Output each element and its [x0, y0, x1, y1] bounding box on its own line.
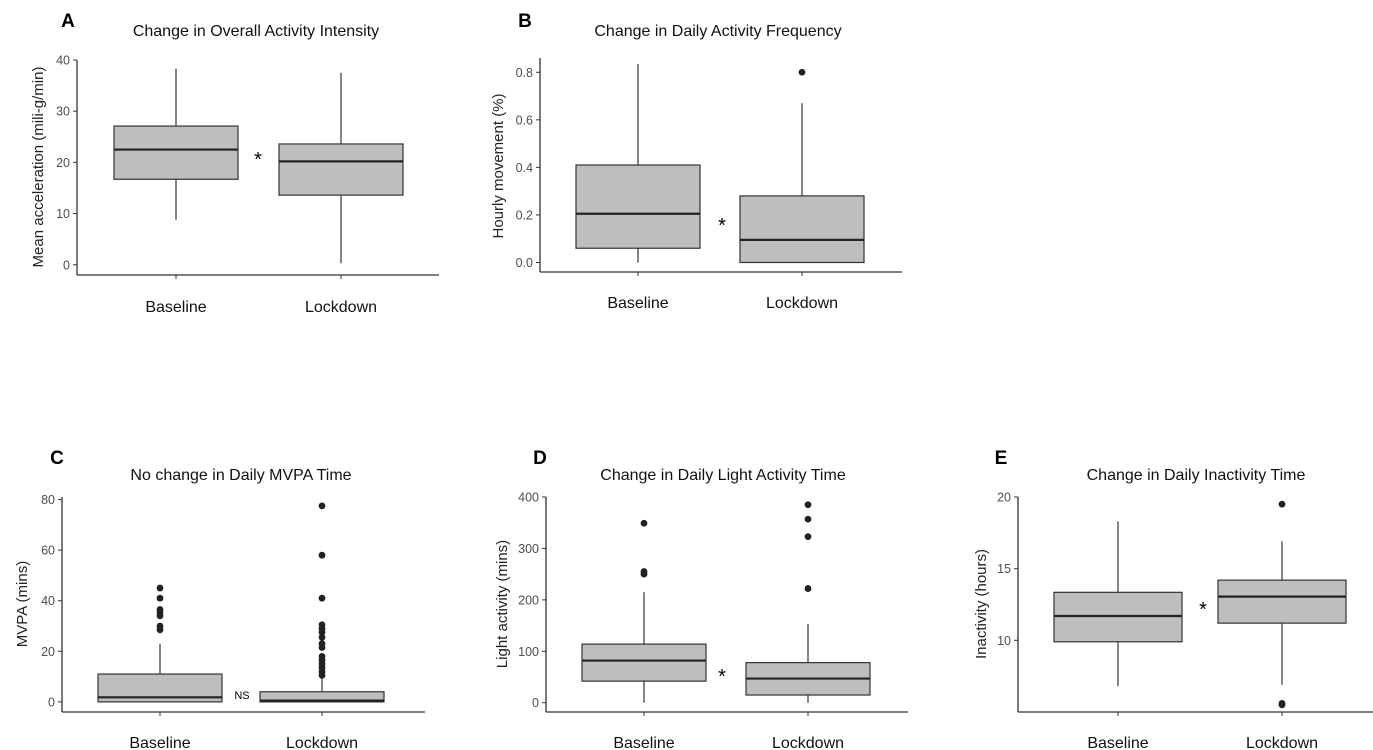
chart-title: Change in Daily Inactivity Time: [1087, 467, 1306, 484]
outlier-point: [804, 501, 812, 509]
box-baseline: [581, 643, 707, 682]
y-axis-label: Inactivity (hours): [973, 549, 990, 659]
panel-letter: C: [50, 448, 64, 469]
outlier-point: [1278, 500, 1286, 508]
outlier-point: [318, 652, 326, 660]
outlier-point: [640, 568, 648, 575]
y-tick-label: 0: [532, 696, 539, 710]
y-tick-label: 100: [518, 645, 539, 659]
y-tick-label: 0: [48, 695, 55, 709]
chart-panel-e: E Change in Daily Inactivity Time Inactivi…: [973, 448, 1373, 750]
x-tick-label: Baseline: [145, 299, 206, 316]
chart-title: Change in Overall Activity Intensity: [133, 23, 379, 40]
significance-marker: *: [254, 149, 262, 171]
y-axis-label: Hourly movement (%): [490, 93, 507, 238]
box-lockdown: [1217, 579, 1347, 624]
y-tick-label: 0.0: [516, 256, 533, 270]
outlier-point: [156, 584, 164, 592]
y-tick-label: 60: [41, 544, 55, 558]
chart-panel-b: B Change in Daily Activity Frequency Hourl…: [490, 11, 902, 312]
y-tick-label: 0: [63, 258, 70, 272]
y-tick-label: 20: [997, 491, 1011, 505]
significance-marker: *: [718, 666, 726, 688]
outlier-point: [798, 68, 806, 76]
outlier-point: [318, 594, 326, 602]
significance-marker: *: [718, 215, 726, 237]
x-tick-label: Baseline: [1087, 735, 1148, 750]
panel-letter: B: [518, 11, 532, 32]
chart-title: Change in Daily Light Activity Time: [600, 467, 846, 484]
y-tick-label: 80: [41, 493, 55, 507]
significance-marker: NS: [234, 690, 249, 702]
chart-panel-c: C No change in Daily MVPA Time MVPA (mins)…: [14, 448, 425, 750]
outlier-point: [318, 640, 326, 648]
outlier-point: [804, 515, 812, 523]
y-tick-label: 20: [41, 645, 55, 659]
y-tick-label: 40: [56, 54, 70, 68]
outlier-point: [156, 606, 164, 613]
box-baseline: [113, 125, 239, 180]
outlier-point: [640, 519, 648, 527]
box-lockdown: [278, 143, 404, 196]
x-tick-label: Lockdown: [286, 735, 358, 750]
box-baseline: [575, 164, 701, 249]
chart-panel-d: D Change in Daily Light Activity Time Ligh…: [494, 448, 908, 750]
y-tick-label: 40: [41, 594, 55, 608]
y-tick-label: 300: [518, 542, 539, 556]
y-tick-label: 0.6: [516, 113, 533, 127]
panel-letter: E: [995, 448, 1008, 469]
outlier-point: [1278, 700, 1286, 707]
y-tick-label: 20: [56, 156, 70, 170]
outlier-point: [804, 585, 812, 592]
outlier-point: [156, 622, 164, 630]
x-tick-label: Baseline: [607, 295, 668, 312]
y-tick-label: 15: [997, 562, 1011, 576]
chart-panel-a: A Change in Overall Activity Intensity Mea…: [30, 11, 439, 316]
panel-letter: A: [61, 11, 75, 32]
x-tick-label: Baseline: [129, 735, 190, 750]
x-tick-label: Lockdown: [766, 295, 838, 312]
y-tick-label: 30: [56, 105, 70, 119]
y-tick-label: 0.4: [516, 161, 533, 175]
y-tick-label: 0.8: [516, 66, 533, 80]
y-axis-label: Mean acceleration (mili-g/min): [30, 67, 47, 268]
y-tick-label: 10: [997, 634, 1011, 648]
y-tick-label: 0.2: [516, 208, 533, 222]
box-lockdown: [259, 691, 385, 703]
outlier-point: [318, 502, 326, 510]
y-axis-label: MVPA (mins): [14, 561, 31, 647]
y-tick-label: 200: [518, 593, 539, 607]
y-axis-label: Light activity (mins): [494, 540, 511, 668]
box-lockdown: [739, 195, 865, 264]
x-tick-label: Baseline: [613, 735, 674, 750]
outlier-point: [318, 633, 326, 641]
chart-title: Change in Daily Activity Frequency: [594, 23, 841, 40]
outlier-point: [318, 551, 326, 559]
y-tick-label: 400: [518, 491, 539, 505]
x-tick-label: Lockdown: [1246, 735, 1318, 750]
chart-title: No change in Daily MVPA Time: [130, 467, 351, 484]
y-tick-label: 10: [56, 207, 70, 221]
outlier-point: [156, 594, 164, 602]
x-tick-label: Lockdown: [772, 735, 844, 750]
x-tick-label: Lockdown: [305, 299, 377, 316]
panel-letter: D: [533, 448, 547, 469]
outlier-point: [804, 533, 812, 541]
significance-marker: *: [1199, 599, 1207, 621]
outlier-point: [318, 621, 326, 629]
